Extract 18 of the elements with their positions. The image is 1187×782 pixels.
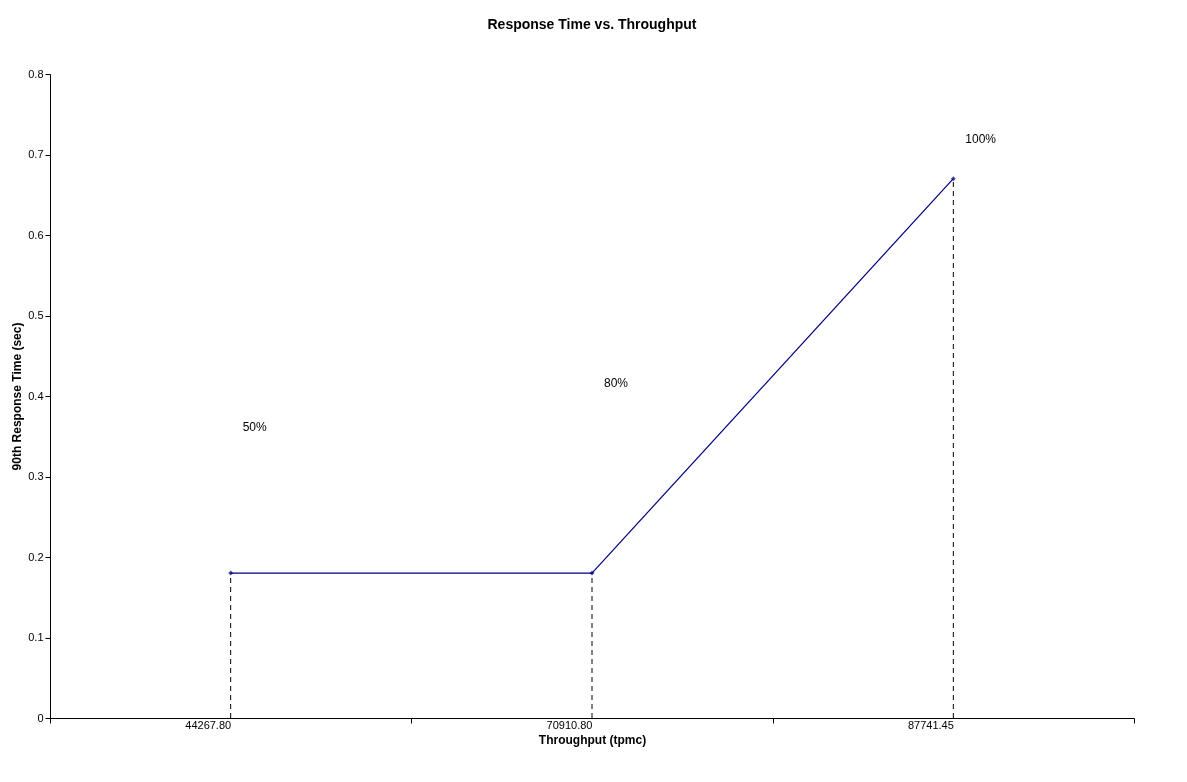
y-tick-label: 0.5: [28, 309, 44, 321]
y-tick-label: 0.4: [28, 389, 44, 402]
x-tick-label: 70910.80: [546, 718, 593, 731]
y-tick-label: 0.6: [28, 228, 44, 241]
annotation: 80%: [604, 376, 629, 391]
y-tick-label: 0.7: [28, 148, 44, 160]
x-tick-label: 87741.45: [907, 718, 954, 731]
chart-title: Response Time vs. Throughput: [487, 16, 697, 32]
annotation: 100%: [965, 131, 997, 146]
y-tick-label: 0.8: [28, 67, 44, 80]
annotation: 50%: [242, 420, 268, 435]
y-tick-label: 0.2: [28, 550, 44, 563]
y-tick-label: 0.1: [28, 631, 44, 643]
y-tick-label: 0: [37, 711, 44, 724]
y-axis-title: 90th Response Time (sec): [10, 322, 25, 471]
x-axis-title: Throughput (tpmc): [538, 732, 647, 747]
x-tick-label: 44267.80: [185, 718, 232, 731]
y-tick-label: 0.3: [28, 470, 44, 482]
